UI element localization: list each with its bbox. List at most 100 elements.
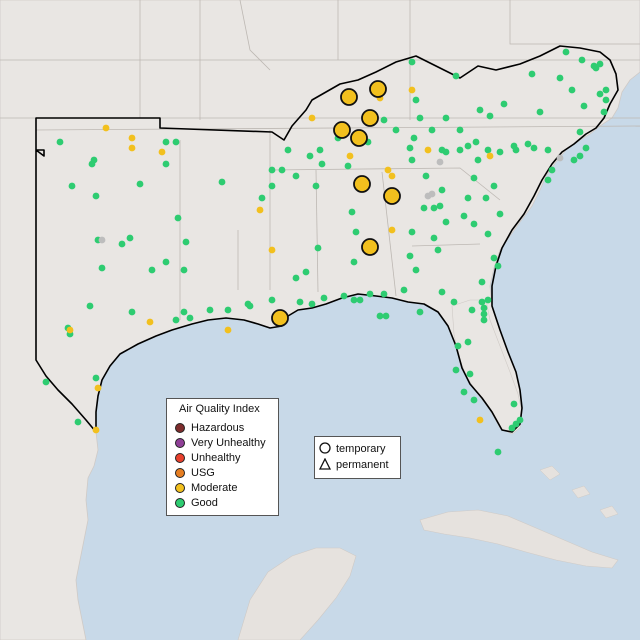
good-monitor-marker[interactable] (206, 306, 214, 314)
good-monitor-marker[interactable] (578, 56, 586, 64)
good-monitor-marker[interactable] (464, 194, 472, 202)
good-monitor-marker[interactable] (484, 230, 492, 238)
no-data-monitor-marker[interactable] (436, 158, 444, 166)
good-monitor-marker[interactable] (340, 292, 348, 300)
good-monitor-marker[interactable] (556, 74, 564, 82)
good-monitor-marker[interactable] (186, 314, 194, 322)
temporary-monitor-marker[interactable] (383, 187, 401, 205)
good-monitor-marker[interactable] (268, 182, 276, 190)
temporary-monitor-marker[interactable] (361, 238, 379, 256)
good-monitor-marker[interactable] (596, 90, 604, 98)
good-monitor-marker[interactable] (416, 114, 424, 122)
moderate-monitor-marker[interactable] (476, 416, 484, 424)
good-monitor-marker[interactable] (162, 258, 170, 266)
good-monitor-marker[interactable] (258, 194, 266, 202)
moderate-monitor-marker[interactable] (408, 86, 416, 94)
good-monitor-marker[interactable] (350, 258, 358, 266)
good-monitor-marker[interactable] (480, 310, 488, 318)
good-monitor-marker[interactable] (494, 262, 502, 270)
good-monitor-marker[interactable] (456, 146, 464, 154)
good-monitor-marker[interactable] (180, 266, 188, 274)
good-monitor-marker[interactable] (472, 138, 480, 146)
good-monitor-marker[interactable] (224, 306, 232, 314)
good-monitor-marker[interactable] (544, 176, 552, 184)
good-monitor-marker[interactable] (172, 138, 180, 146)
good-monitor-marker[interactable] (536, 108, 544, 116)
good-monitor-marker[interactable] (56, 138, 64, 146)
good-monitor-marker[interactable] (580, 102, 588, 110)
good-monitor-marker[interactable] (528, 70, 536, 78)
moderate-monitor-marker[interactable] (94, 384, 102, 392)
good-monitor-marker[interactable] (430, 234, 438, 242)
good-monitor-marker[interactable] (484, 296, 492, 304)
good-monitor-marker[interactable] (524, 140, 532, 148)
good-monitor-marker[interactable] (348, 208, 356, 216)
good-monitor-marker[interactable] (508, 424, 516, 432)
good-monitor-marker[interactable] (600, 108, 608, 116)
good-monitor-marker[interactable] (408, 228, 416, 236)
good-monitor-marker[interactable] (126, 234, 134, 242)
good-monitor-marker[interactable] (74, 418, 82, 426)
good-monitor-marker[interactable] (136, 180, 144, 188)
good-monitor-marker[interactable] (562, 48, 570, 56)
good-monitor-marker[interactable] (128, 308, 136, 316)
good-monitor-marker[interactable] (118, 240, 126, 248)
good-monitor-marker[interactable] (92, 192, 100, 200)
good-monitor-marker[interactable] (308, 300, 316, 308)
good-monitor-marker[interactable] (356, 296, 364, 304)
temporary-monitor-marker[interactable] (350, 129, 368, 147)
good-monitor-marker[interactable] (442, 114, 450, 122)
good-monitor-marker[interactable] (42, 378, 50, 386)
good-monitor-marker[interactable] (484, 146, 492, 154)
good-monitor-marker[interactable] (500, 100, 508, 108)
good-monitor-marker[interactable] (496, 210, 504, 218)
moderate-monitor-marker[interactable] (128, 134, 136, 142)
moderate-monitor-marker[interactable] (424, 146, 432, 154)
moderate-monitor-marker[interactable] (308, 114, 316, 122)
good-monitor-marker[interactable] (366, 290, 374, 298)
good-monitor-marker[interactable] (602, 86, 610, 94)
good-monitor-marker[interactable] (490, 254, 498, 262)
good-monitor-marker[interactable] (316, 146, 324, 154)
good-monitor-marker[interactable] (460, 212, 468, 220)
good-monitor-marker[interactable] (576, 128, 584, 136)
good-monitor-marker[interactable] (438, 146, 446, 154)
good-monitor-marker[interactable] (438, 288, 446, 296)
good-monitor-marker[interactable] (470, 174, 478, 182)
good-monitor-marker[interactable] (576, 152, 584, 160)
good-monitor-marker[interactable] (344, 162, 352, 170)
good-monitor-marker[interactable] (92, 374, 100, 382)
moderate-monitor-marker[interactable] (92, 426, 100, 434)
temporary-monitor-marker[interactable] (333, 121, 351, 139)
good-monitor-marker[interactable] (478, 278, 486, 286)
good-monitor-marker[interactable] (376, 312, 384, 320)
moderate-monitor-marker[interactable] (158, 148, 166, 156)
good-monitor-marker[interactable] (570, 156, 578, 164)
good-monitor-marker[interactable] (88, 160, 96, 168)
good-monitor-marker[interactable] (436, 202, 444, 210)
good-monitor-marker[interactable] (486, 112, 494, 120)
good-monitor-marker[interactable] (476, 106, 484, 114)
good-monitor-marker[interactable] (410, 134, 418, 142)
good-monitor-marker[interactable] (428, 126, 436, 134)
moderate-monitor-marker[interactable] (388, 172, 396, 180)
good-monitor-marker[interactable] (162, 160, 170, 168)
good-monitor-marker[interactable] (320, 294, 328, 302)
temporary-monitor-marker[interactable] (353, 175, 371, 193)
good-monitor-marker[interactable] (490, 182, 498, 190)
moderate-monitor-marker[interactable] (346, 152, 354, 160)
good-monitor-marker[interactable] (314, 244, 322, 252)
good-monitor-marker[interactable] (278, 166, 286, 174)
good-monitor-marker[interactable] (422, 172, 430, 180)
good-monitor-marker[interactable] (420, 204, 428, 212)
good-monitor-marker[interactable] (408, 156, 416, 164)
good-monitor-marker[interactable] (438, 186, 446, 194)
good-monitor-marker[interactable] (86, 302, 94, 310)
good-monitor-marker[interactable] (380, 116, 388, 124)
good-monitor-marker[interactable] (496, 148, 504, 156)
good-monitor-marker[interactable] (494, 448, 502, 456)
good-monitor-marker[interactable] (602, 96, 610, 104)
good-monitor-marker[interactable] (480, 304, 488, 312)
temporary-monitor-marker[interactable] (361, 109, 379, 127)
good-monitor-marker[interactable] (568, 86, 576, 94)
